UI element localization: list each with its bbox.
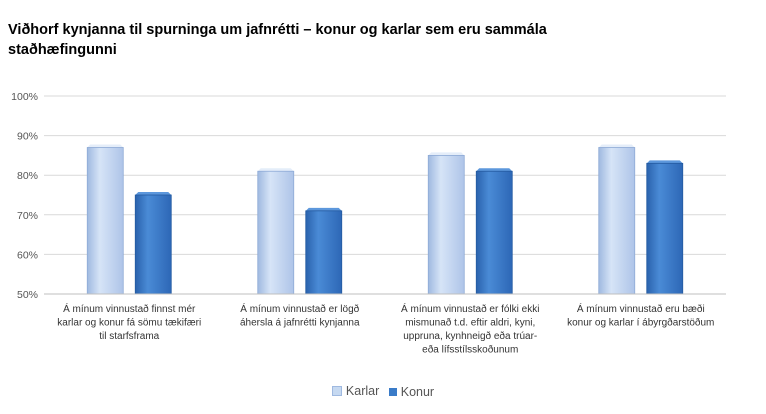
bar-chart: 50% 60% 70% 80% 90% 100% Á mínum vinnustað fi… — [11, 91, 726, 356]
y-tick-label: 80% — [17, 170, 38, 182]
legend-label-konur: Konur — [400, 385, 435, 399]
y-tick-label: 100% — [11, 91, 38, 103]
legend-item-karlar: Karlar — [331, 384, 380, 398]
bar-konur — [134, 194, 172, 295]
legend-item-konur: Konur — [388, 385, 435, 399]
bar-cap — [646, 160, 683, 164]
chart-title: Viðhorf kynjanna til spurninga um jafnré… — [8, 22, 547, 58]
legend-swatch-karlar — [331, 386, 342, 396]
bar-karlar — [427, 154, 465, 295]
bar-konur — [475, 170, 513, 295]
legend: Karlar Konur — [0, 384, 766, 399]
bar-cap — [428, 152, 465, 156]
bar-cap — [135, 192, 172, 195]
bar-cap — [305, 207, 342, 211]
category-label: Á mínum vinnustað er lögð áhersla á jafnr… — [240, 302, 360, 329]
legend-swatch-konur — [388, 388, 397, 396]
bar-karlar — [257, 170, 295, 295]
legend-label-karlar: Karlar — [345, 384, 380, 398]
y-tick-label: 90% — [17, 131, 38, 143]
bar-cap — [257, 168, 294, 172]
bar-cap — [87, 144, 124, 148]
y-tick-label: 60% — [17, 249, 38, 261]
y-tick-label: 50% — [17, 289, 38, 301]
x-axis: Á mínum vinnustað finnst mér karlar og ko… — [57, 302, 714, 356]
bar-konur — [305, 210, 343, 295]
bar-karlar — [86, 147, 124, 295]
category-label: Á mínum vinnustað finnst mér karlar og ko… — [57, 302, 201, 342]
category-label: Á mínum vinnustað er fólki ekki mismunað … — [401, 302, 539, 356]
y-axis: 50% 60% 70% 80% 90% 100% — [11, 91, 38, 301]
bar-konur — [646, 162, 684, 295]
category-label: Á mínum vinnustað eru bæði konur og karla… — [567, 302, 714, 329]
y-tick-label: 70% — [17, 210, 38, 222]
bars — [44, 144, 726, 295]
bar-cap — [598, 144, 635, 148]
bar-karlar — [598, 147, 636, 295]
bar-cap — [476, 168, 513, 172]
